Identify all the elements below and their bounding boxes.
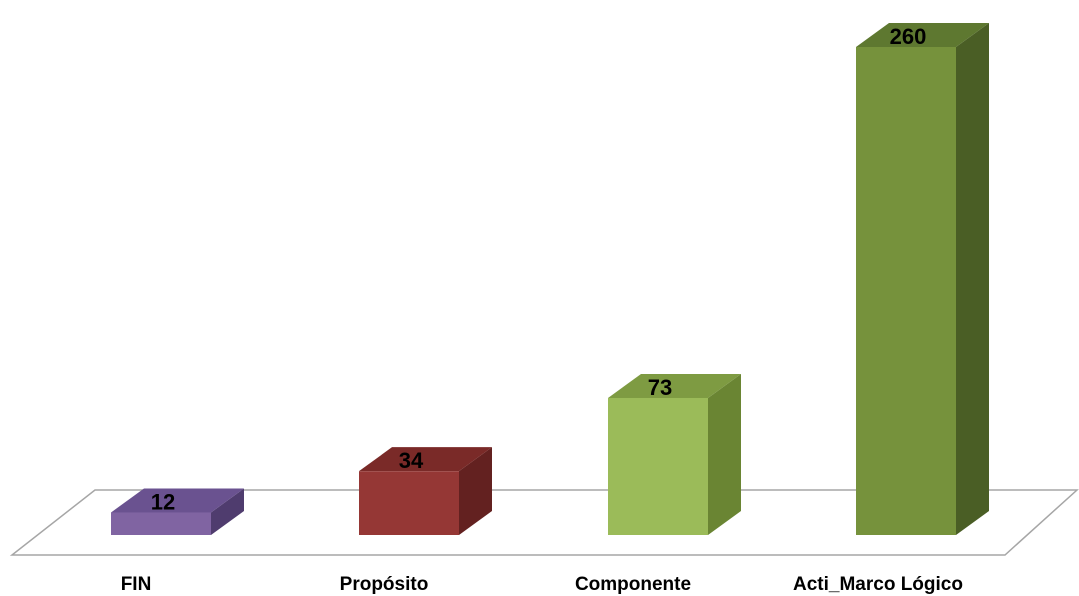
bar-front-componente <box>608 397 708 535</box>
bar-top-componente <box>608 373 741 398</box>
value-label-prop-sito: 34 <box>399 448 424 473</box>
bar-acti-marco-l-gico <box>856 23 989 535</box>
value-label-fin: 12 <box>151 489 175 514</box>
value-labels-group: 12 34 73 260 <box>151 24 927 514</box>
bar-top-fin <box>111 488 244 513</box>
bar-top-prop-sito <box>359 447 492 472</box>
bars-group <box>111 23 989 535</box>
value-label-componente: 73 <box>648 375 672 400</box>
bar-fin <box>111 488 244 535</box>
bar-front-acti-marco-l-gico <box>856 47 956 535</box>
category-labels-group: FIN Propósito Componente Acti_Marco Lógico <box>121 574 963 595</box>
bar-front-prop-sito <box>359 471 459 535</box>
bar-front-fin <box>111 512 211 535</box>
bar-top-acti-marco-l-gico <box>856 23 989 47</box>
chart-floor <box>9 489 1079 556</box>
bar-side-prop-sito <box>459 447 492 535</box>
bar-side-fin <box>211 488 244 535</box>
bar-prop-sito <box>359 447 492 535</box>
category-label-prop-sito: Propósito <box>340 574 429 595</box>
bar-componente <box>608 373 741 535</box>
bar-side-acti-marco-l-gico <box>956 23 989 535</box>
category-label-fin: FIN <box>121 574 152 595</box>
bar-side-componente <box>708 373 741 535</box>
category-label-acti-marco-l-gico: Acti_Marco Lógico <box>793 574 963 595</box>
category-label-componente: Componente <box>575 574 691 595</box>
value-label-acti-marco-l-gico: 260 <box>890 24 927 49</box>
